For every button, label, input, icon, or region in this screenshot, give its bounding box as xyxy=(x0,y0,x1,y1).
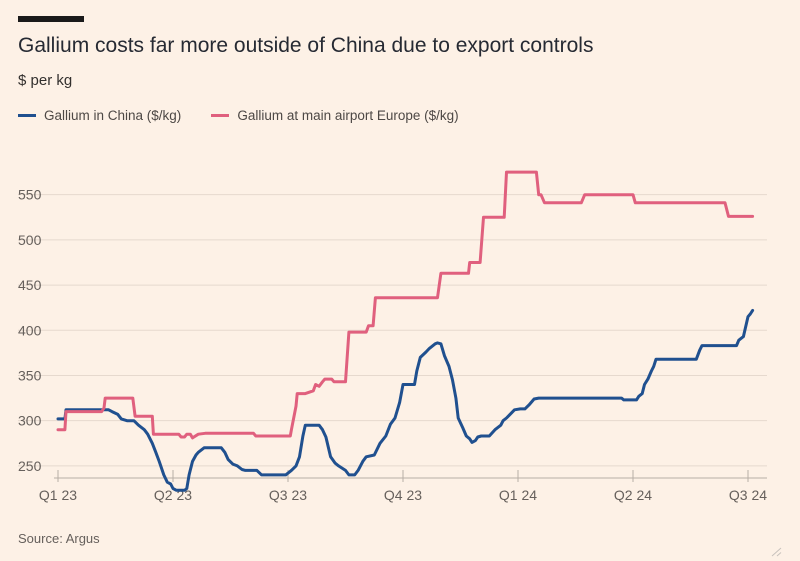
series-line-europe xyxy=(56,170,755,440)
legend-item-china: Gallium in China ($/kg) xyxy=(18,108,181,123)
x-tick-label-Q1-23: Q1 23 xyxy=(39,487,77,503)
x-tick-label-Q3-24: Q3 24 xyxy=(729,487,767,503)
y-tick-label-250: 250 xyxy=(18,458,42,474)
x-tick-label-Q3-23: Q3 23 xyxy=(269,487,307,503)
y-tick-label-500: 500 xyxy=(18,232,42,248)
legend-item-europe: Gallium at main airport Europe ($/kg) xyxy=(211,108,459,123)
brand-accent-bar xyxy=(18,16,84,22)
chart-title: Gallium costs far more outside of China … xyxy=(18,34,594,57)
x-tick-label-Q2-24: Q2 24 xyxy=(614,487,652,503)
legend-swatch-europe xyxy=(211,114,230,117)
y-axis-unit: $ per kg xyxy=(18,72,73,89)
resize-corner-icon xyxy=(771,547,782,557)
y-tick-label-400: 400 xyxy=(18,322,42,338)
legend-swatch-china xyxy=(18,114,36,117)
chart-legend: Gallium in China ($/kg) Gallium at main … xyxy=(18,108,489,123)
y-tick-label-350: 350 xyxy=(18,367,42,383)
series-line-china xyxy=(56,308,755,492)
source-note: Source: Argus xyxy=(18,531,100,546)
x-tick-label-Q1-24: Q1 24 xyxy=(499,487,537,503)
legend-label-europe: Gallium at main airport Europe ($/kg) xyxy=(237,108,459,123)
y-tick-label-550: 550 xyxy=(18,187,42,203)
y-tick-label-450: 450 xyxy=(18,277,42,293)
x-tick-label-Q4-23: Q4 23 xyxy=(384,487,422,503)
legend-label-china: Gallium in China ($/kg) xyxy=(44,108,182,123)
y-tick-label-300: 300 xyxy=(18,413,42,429)
